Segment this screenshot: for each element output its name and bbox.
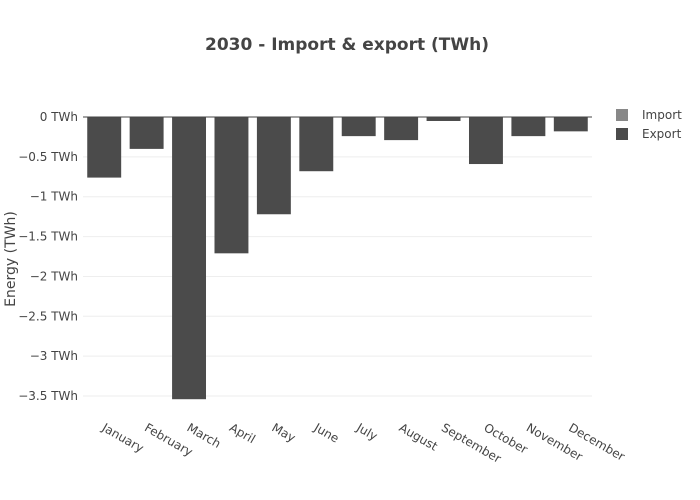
legend-swatch — [616, 128, 628, 140]
bar-export-december[interactable] — [553, 117, 588, 132]
x-tick-label: August — [397, 420, 441, 453]
x-tick-label: January — [99, 420, 146, 455]
bar-export-january[interactable] — [87, 117, 122, 178]
y-tick-label: −3 TWh — [30, 349, 78, 363]
legend-swatch — [616, 109, 628, 121]
legend-item-export[interactable]: Export — [616, 127, 682, 141]
x-tick-label: June — [311, 420, 342, 446]
x-tick-label: May — [269, 420, 297, 445]
bars — [87, 117, 588, 400]
bar-export-may[interactable] — [256, 117, 291, 215]
legend-label: Export — [642, 127, 682, 141]
y-tick-label: −2.5 TWh — [18, 309, 78, 323]
y-axis-label: Energy (TWh) — [3, 211, 19, 307]
legend-label: Import — [642, 108, 682, 122]
y-tick-label: −3.5 TWh — [18, 389, 78, 403]
bar-export-august[interactable] — [384, 117, 419, 141]
bar-export-november[interactable] — [511, 117, 546, 137]
bar-export-march[interactable] — [172, 117, 207, 400]
x-tick-label: July — [353, 420, 380, 443]
bar-export-april[interactable] — [214, 117, 249, 254]
y-tick-label: −2 TWh — [30, 269, 78, 283]
bar-export-june[interactable] — [299, 117, 334, 172]
bar-export-september[interactable] — [426, 117, 461, 121]
y-tick-label: 0 TWh — [40, 110, 78, 124]
bar-export-february[interactable] — [129, 117, 164, 149]
x-tick-label: April — [227, 420, 258, 446]
bar-export-october[interactable] — [468, 117, 503, 165]
legend[interactable]: Import Export — [616, 108, 682, 141]
legend-item-import[interactable]: Import — [616, 108, 682, 122]
bar-export-july[interactable] — [341, 117, 376, 137]
y-tick-label: −1.5 TWh — [18, 230, 78, 244]
y-tick-label: −1 TWh — [30, 190, 78, 204]
chart-title: 2030 - Import & export (TWh) — [205, 35, 489, 55]
gridlines — [83, 156, 592, 397]
y-tick-labels: 0 TWh −0.5 TWh −1 TWh −1.5 TWh −2 TWh −2.5 TW… — [18, 110, 78, 403]
y-tick-label: −0.5 TWh — [18, 150, 78, 164]
